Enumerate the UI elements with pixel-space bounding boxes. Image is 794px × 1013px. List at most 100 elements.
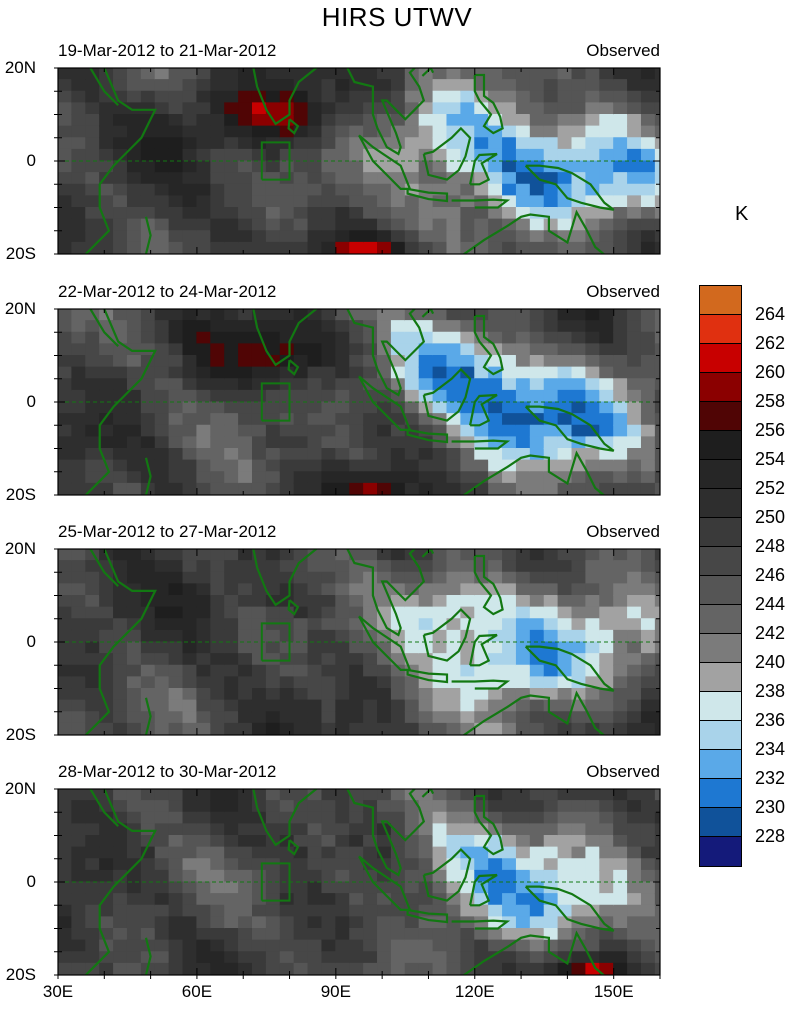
lon-label: 30E	[42, 982, 74, 1001]
colorbar-tick-label: 262	[755, 333, 786, 353]
coastline	[358, 615, 412, 671]
coastline	[144, 697, 152, 735]
colorbar-tick-label: 246	[755, 565, 786, 585]
coastline	[358, 855, 412, 911]
colorbar-tick-label: 232	[755, 768, 786, 788]
colorbar	[699, 285, 742, 867]
coastline	[346, 68, 426, 156]
coastline	[473, 314, 504, 376]
colorbar-swatch	[700, 721, 741, 750]
chart-title: HIRS UTWV	[321, 2, 473, 32]
coastline	[419, 297, 447, 302]
coastline	[346, 549, 426, 637]
colorbar-tick-label: 254	[755, 449, 786, 469]
map-panel-4	[54, 777, 661, 979]
coastline	[287, 839, 300, 856]
coastline	[422, 367, 472, 422]
colorbar-swatch	[700, 605, 741, 634]
lat-label: 20S	[5, 965, 36, 984]
lon-label: 120E	[454, 982, 495, 1001]
panel-observed-label: Observed	[586, 762, 660, 781]
colorbar-tick-label: 234	[755, 739, 786, 759]
colorbar-tick-label: 248	[755, 536, 786, 556]
panel-date-range: 28-Mar-2012 to 30-Mar-2012	[58, 762, 277, 781]
coastline	[419, 56, 447, 61]
lon-label: 90E	[320, 982, 351, 1001]
coastline	[462, 930, 606, 975]
coastline	[144, 457, 152, 495]
lat-label: 20N	[4, 299, 36, 318]
coastline	[89, 309, 119, 347]
coastline	[85, 68, 157, 254]
coastline	[462, 690, 606, 735]
coastline	[89, 789, 119, 827]
coastline	[421, 68, 435, 77]
lat-label: 20S	[5, 485, 36, 504]
colorbar-tick-label: 242	[755, 623, 786, 643]
coastline	[451, 679, 511, 690]
coastline	[421, 549, 435, 558]
coastline	[421, 789, 435, 798]
colorbar-swatch	[700, 518, 741, 547]
coastline	[422, 126, 472, 181]
coastline	[469, 873, 498, 907]
colorbar-tick-label: 258	[755, 391, 786, 411]
colorbar-tick-label: 240	[755, 652, 786, 672]
coastline	[451, 919, 511, 930]
coastline	[451, 439, 511, 450]
coastline	[419, 537, 447, 542]
coastline	[89, 549, 119, 587]
lon-label: 150E	[593, 982, 634, 1001]
coastline	[524, 645, 615, 692]
study-region-box	[260, 382, 291, 422]
colorbar-swatch	[700, 663, 741, 692]
lat-label: 20N	[4, 779, 36, 798]
coastline	[422, 847, 472, 902]
coastline	[144, 937, 152, 975]
coastline	[287, 599, 300, 616]
colorbar-swatch	[700, 489, 741, 518]
lat-label: 0	[26, 632, 36, 651]
colorbar-swatch	[700, 286, 741, 315]
lat-label: 20S	[5, 725, 36, 744]
colorbar-swatch	[700, 634, 741, 663]
colorbar-tick-label: 228	[755, 826, 786, 846]
map-panel-2	[54, 297, 661, 496]
coastline	[469, 152, 498, 186]
colorbar-tick-label: 260	[755, 362, 786, 382]
colorbar-swatch	[700, 750, 741, 779]
coastline	[252, 68, 319, 126]
coastline	[85, 309, 157, 495]
lat-label: 20N	[4, 58, 36, 77]
colorbar-swatch	[700, 402, 741, 431]
utwv-field	[58, 297, 660, 495]
coastline	[406, 908, 449, 924]
colorbar-swatch	[700, 547, 741, 576]
coastline	[473, 73, 504, 135]
utwv-field	[58, 777, 660, 975]
coastline	[451, 198, 511, 209]
coastline	[419, 777, 447, 782]
coastline	[473, 794, 504, 856]
coastline	[89, 68, 119, 106]
coastline	[473, 554, 504, 616]
coastline	[252, 789, 319, 847]
colorbar-tick-label: 256	[755, 420, 786, 440]
colorbar-tick-label: 250	[755, 507, 786, 527]
map-panel-3	[54, 537, 661, 736]
coastline	[524, 164, 615, 211]
panel-observed-label: Observed	[586, 41, 660, 60]
panel-date-range: 25-Mar-2012 to 27-Mar-2012	[58, 522, 277, 541]
colorbar-tick-label: 244	[755, 594, 786, 614]
colorbar-swatch	[700, 373, 741, 402]
colorbar-swatch	[700, 692, 741, 721]
panel-observed-label: Observed	[586, 522, 660, 541]
coastline	[462, 450, 606, 495]
coastline	[406, 187, 449, 203]
colorbar-swatch	[700, 837, 741, 866]
coastline	[358, 134, 412, 190]
colorbar-tick-label: 238	[755, 681, 786, 701]
coastline	[85, 549, 157, 735]
study-region-box	[260, 862, 291, 902]
